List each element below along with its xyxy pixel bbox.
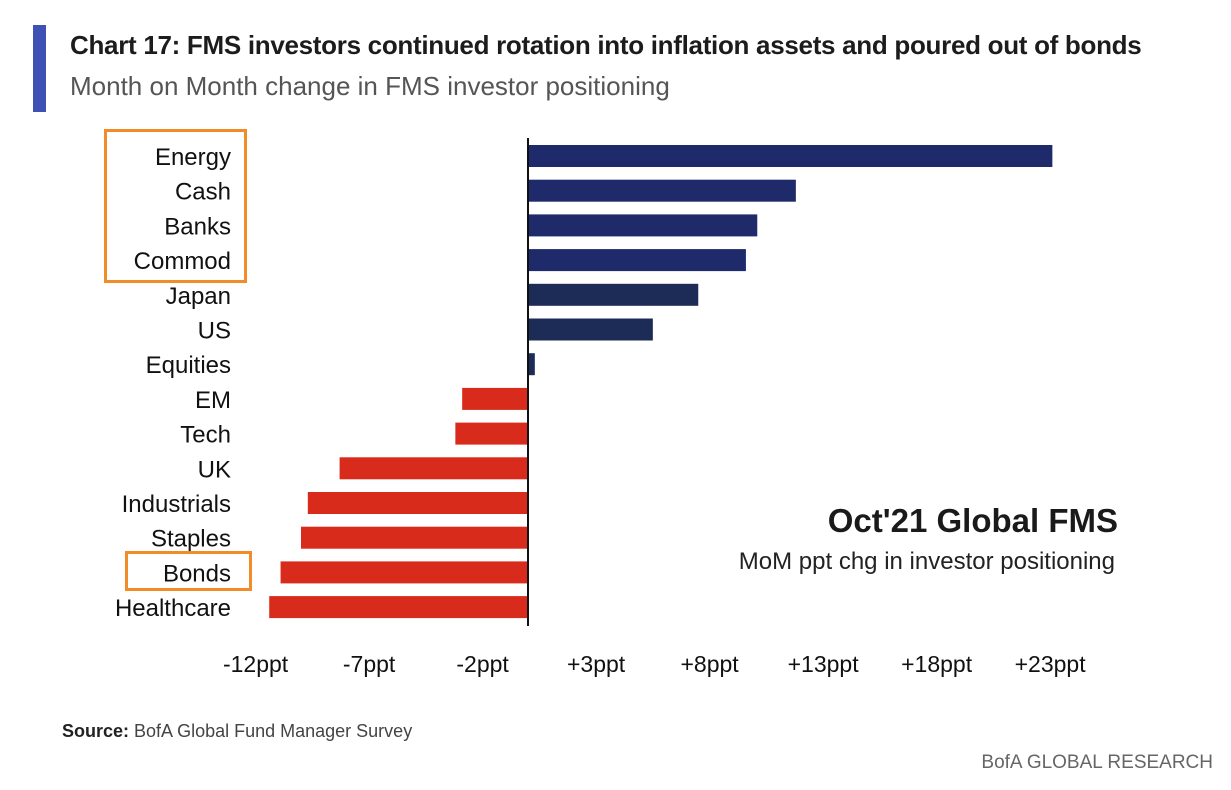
highlight-box-bonds bbox=[125, 551, 252, 591]
category-label-uk: UK bbox=[198, 456, 231, 483]
accent-bar bbox=[33, 25, 46, 112]
category-label-healthcare: Healthcare bbox=[115, 595, 231, 622]
bar-staples bbox=[301, 526, 528, 549]
category-label-japan: Japan bbox=[166, 283, 231, 310]
category-label-bonds: Bonds bbox=[163, 560, 231, 587]
x-tick-label: -12ppt bbox=[223, 651, 289, 677]
bar-equities bbox=[528, 353, 535, 376]
bar-cash bbox=[528, 179, 796, 202]
x-tick-label: +18ppt bbox=[901, 651, 973, 677]
bar-em bbox=[462, 387, 528, 410]
category-label-staples: Staples bbox=[151, 526, 231, 553]
annotation-subtitle: MoM ppt chg in investor positioning bbox=[738, 548, 1115, 575]
x-tick-label: +3ppt bbox=[567, 651, 626, 677]
bar-commod bbox=[528, 249, 746, 272]
x-tick-label: +23ppt bbox=[1015, 651, 1087, 677]
category-label-industrials: Industrials bbox=[122, 491, 231, 518]
category-label-equities: Equities bbox=[146, 352, 231, 379]
x-tick-label: +13ppt bbox=[788, 651, 860, 677]
bar-bonds bbox=[280, 561, 528, 584]
bar-energy bbox=[528, 145, 1053, 167]
brand-footer: BofA GLOBAL RESEARCH bbox=[981, 752, 1213, 773]
chart-subtitle: Month on Month change in FMS investor po… bbox=[70, 71, 670, 101]
bar-industrials bbox=[307, 492, 528, 514]
bar-japan bbox=[528, 283, 699, 306]
category-label-us: US bbox=[198, 318, 231, 345]
bar-banks bbox=[528, 214, 758, 237]
source-note: Source: BofA Global Fund Manager Survey bbox=[62, 721, 412, 742]
source-text: BofA Global Fund Manager Survey bbox=[129, 721, 413, 741]
bar-uk bbox=[339, 457, 528, 480]
source-label: Source: bbox=[62, 721, 130, 741]
x-tick-label: -2ppt bbox=[456, 651, 509, 677]
annotation-title: Oct'21 Global FMS bbox=[827, 502, 1118, 539]
chart-title: Chart 17: FMS investors continued rotati… bbox=[70, 30, 1142, 60]
bar-us bbox=[528, 318, 653, 341]
bar-healthcare bbox=[269, 596, 528, 619]
category-label-em: EM bbox=[195, 387, 231, 414]
x-tick-label: -7ppt bbox=[343, 651, 396, 677]
category-label-banks: Banks bbox=[164, 213, 231, 240]
category-label-commod: Commod bbox=[134, 248, 231, 275]
category-label-energy: Energy bbox=[155, 144, 231, 171]
bar-tech bbox=[455, 422, 528, 445]
category-label-cash: Cash bbox=[175, 179, 231, 206]
category-label-tech: Tech bbox=[180, 422, 231, 449]
highlight-box-top bbox=[104, 129, 247, 283]
x-tick-label: +8ppt bbox=[680, 651, 739, 677]
